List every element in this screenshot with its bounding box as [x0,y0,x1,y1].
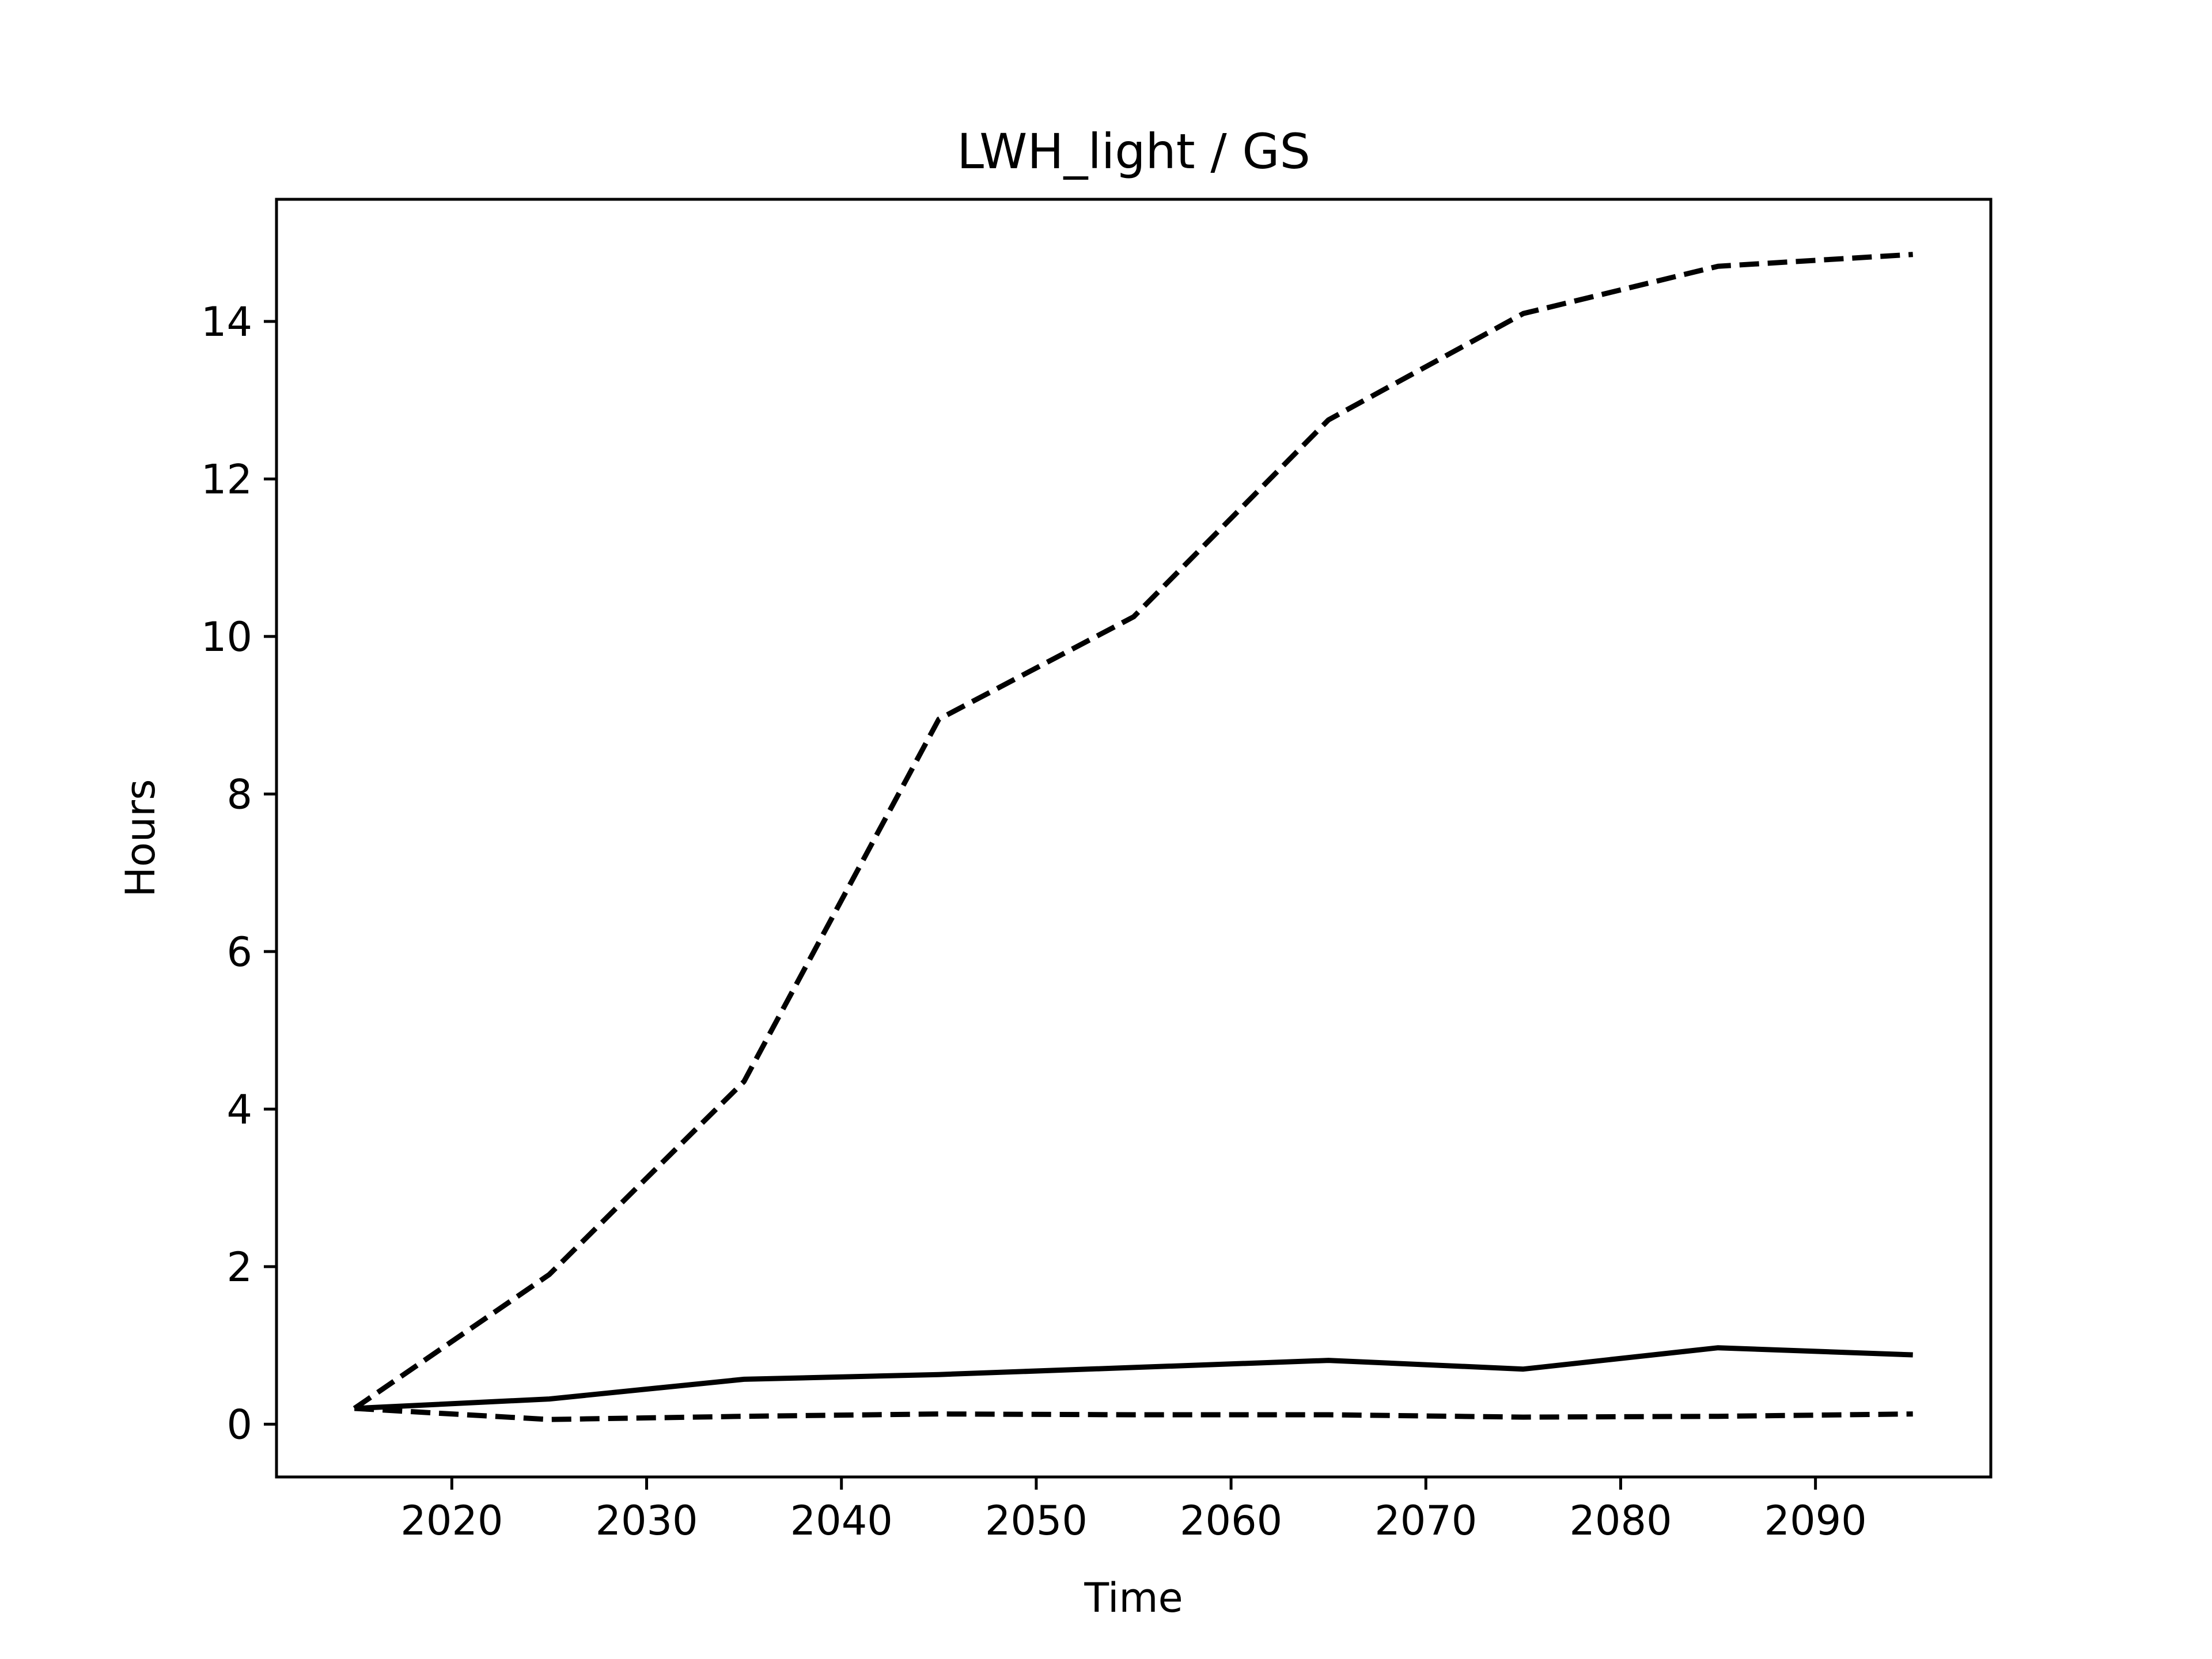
series-line-3 [354,1406,1913,1422]
x-axis: 2020 2030 2040 2050 2060 2070 2080 2090 [400,1477,1867,1544]
y-tick-label: 8 [226,771,252,818]
y-tick-label: 6 [226,929,252,976]
x-axis-label: Time [1084,1574,1183,1622]
series-line-1 [353,252,1913,1411]
y-tick-label: 4 [226,1086,252,1133]
chart-title: LWH_light / GS [957,123,1310,180]
y-axis-label: Hours [117,779,164,897]
series-layer [353,252,1913,1422]
y-tick-label: 0 [226,1401,252,1448]
x-tick-label: 2060 [1180,1497,1282,1544]
x-tick-label: 2080 [1569,1497,1672,1544]
series-line-2 [354,1345,1913,1411]
y-tick-label: 2 [226,1244,252,1291]
x-tick-label: 2030 [595,1497,698,1544]
y-tick-label: 12 [201,456,252,503]
plot-frame [275,198,1993,1479]
y-axis: 0 2 4 6 8 10 12 14 [201,298,276,1448]
y-tick-label: 14 [201,298,252,346]
x-tick-label: 2020 [400,1497,503,1544]
y-tick-label: 10 [201,613,252,661]
x-tick-label: 2050 [985,1497,1088,1544]
x-tick-label: 2090 [1764,1497,1867,1544]
x-tick-label: 2070 [1374,1497,1477,1544]
x-tick-label: 2040 [790,1497,893,1544]
